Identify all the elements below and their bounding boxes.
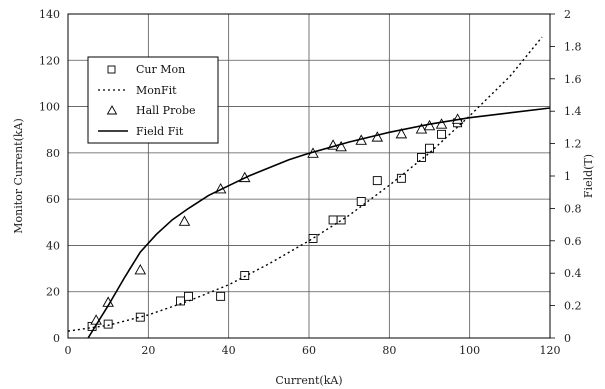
cur-mon-point: [425, 143, 434, 153]
right-y-tick-label: 0.6: [564, 235, 582, 248]
cur-mon-point: [437, 129, 446, 139]
right-y-tick-label: 1: [564, 170, 571, 183]
x-tick-label: 100: [459, 344, 480, 357]
cur-mon-point: [328, 215, 338, 225]
legend-label-cur-mon: Cur Mon: [136, 63, 185, 76]
data-series: [67, 36, 551, 339]
left-y-tick-label: 120: [39, 54, 60, 67]
cur-mon-point: [336, 215, 346, 225]
left-y-tick-label: 100: [39, 101, 60, 114]
cur-mon-point: [308, 234, 318, 243]
axis-ticks: 0 20 40 60 80 100 12002040608010012014000.20.4…: [39, 8, 582, 357]
cur-mon-point: [372, 176, 382, 186]
right-y-tick-label: 0.8: [564, 202, 582, 215]
x-axis-title: Current(kA): [275, 374, 342, 387]
field-fit-line: [87, 107, 551, 339]
right-y-tick-label: 1.4: [564, 105, 582, 118]
x-tick-label: 60: [302, 344, 316, 357]
legend-box: [87, 56, 219, 144]
x-tick-label: 120: [540, 344, 561, 357]
cur-mon-point: [103, 319, 113, 329]
legend-label-field-fit: Field Fit: [136, 125, 184, 138]
legend-symbol-square: [107, 65, 116, 74]
right-y-tick-label: 0.4: [564, 267, 582, 280]
legend: Cur Mon MonFit Hall Probe Field Fit: [87, 56, 219, 144]
cur-mon-point: [184, 291, 193, 301]
right-y-tick-label: 0: [564, 332, 571, 345]
legend-label-monfit: MonFit: [136, 84, 177, 97]
gridlines: [68, 14, 550, 338]
x-tick-label: 40: [222, 344, 236, 357]
right-y-tick-label: 1.2: [564, 138, 582, 151]
cur-mon-point: [396, 173, 406, 183]
right-y-tick-label: 1.6: [564, 73, 582, 86]
cur-mon-point: [216, 291, 226, 301]
right-y-tick-label: 2: [564, 8, 571, 21]
left-y-tick-label: 40: [46, 239, 60, 252]
x-tick-label: 0: [65, 344, 72, 357]
right-y-axis-title: Field(T): [582, 154, 595, 198]
left-y-tick-label: 80: [46, 147, 60, 160]
hall-probe-point: [134, 264, 147, 275]
left-y-tick-label: 140: [39, 8, 60, 21]
cur-mon-point: [176, 296, 185, 306]
hall-probe-point: [178, 215, 191, 226]
right-y-tick-label: 0.2: [564, 300, 582, 313]
legend-label-hall-probe: Hall Probe: [136, 104, 196, 117]
hall-probe-point: [415, 123, 428, 134]
x-tick-label: 80: [382, 344, 396, 357]
left-y-tick-label: 20: [46, 286, 60, 299]
right-y-tick-label: 1.8: [564, 40, 582, 53]
left-y-tick-label: 60: [46, 193, 60, 206]
hall-probe-point: [395, 127, 408, 139]
legend-symbol-triangle: [106, 105, 118, 115]
cur-mon-point: [356, 197, 366, 206]
hall-probe-point: [435, 118, 448, 129]
cur-mon-point: [135, 312, 145, 322]
left-y-tick-label: 0: [53, 332, 60, 345]
left-y-axis-title: Monitor Current(kA): [12, 118, 25, 234]
cur-mon-point: [240, 271, 250, 280]
hall-probe-point: [335, 140, 347, 152]
x-tick-label: 20: [141, 344, 155, 357]
cur-mon-point: [417, 153, 426, 162]
